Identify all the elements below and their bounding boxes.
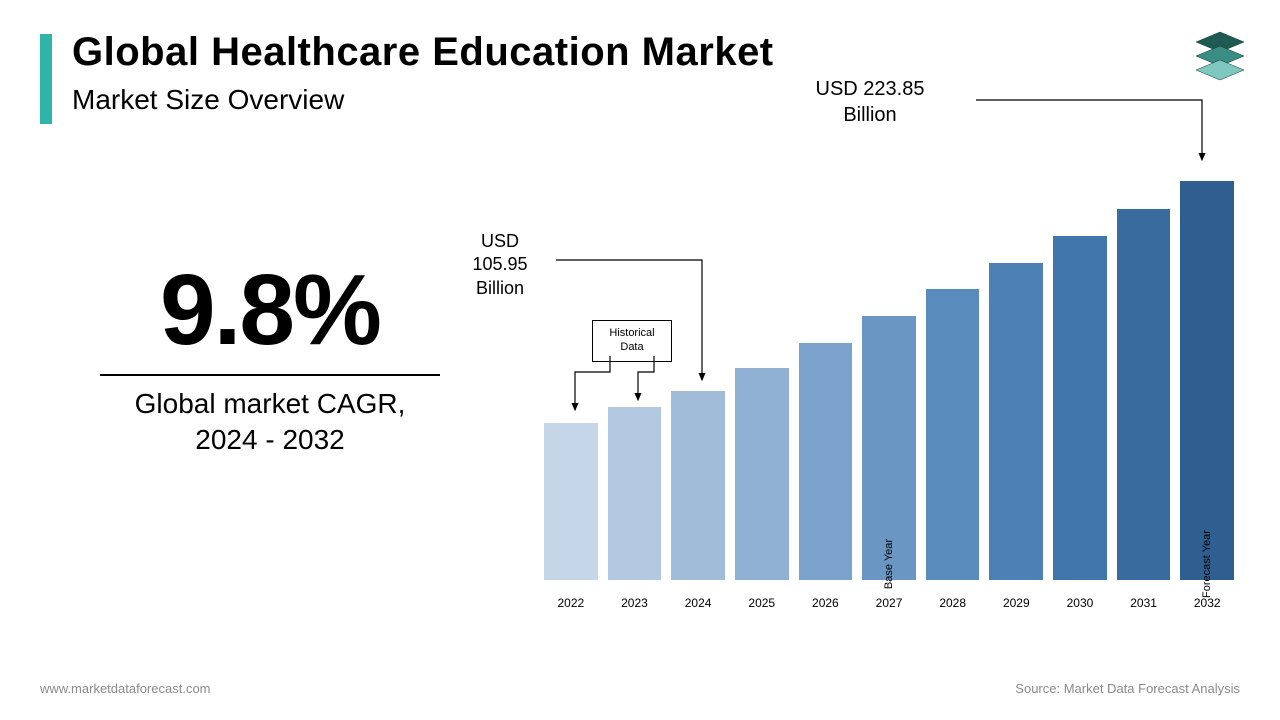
x-axis-label: 2032 (1180, 590, 1234, 610)
bar-wrap (926, 289, 980, 580)
bar-wrap (1053, 236, 1107, 580)
bar-chart: Base YearForecast Year 20222023202420252… (544, 170, 1234, 610)
bar (544, 423, 598, 580)
bar-inline-label: Forecast Year (1201, 530, 1213, 598)
cagr-label-line2: 2024 - 2032 (195, 424, 344, 455)
title-accent-bar (40, 34, 52, 124)
bar-wrap (544, 423, 598, 580)
bar (1053, 236, 1107, 580)
bar-wrap (608, 407, 662, 580)
bar-wrap (735, 368, 789, 580)
footer-website: www.marketdataforecast.com (40, 681, 211, 696)
callout-end-line2: Billion (843, 104, 896, 126)
bar (608, 407, 662, 580)
x-axis-label: 2027 (862, 590, 916, 610)
footer-source: Source: Market Data Forecast Analysis (1015, 681, 1240, 696)
bar: Base Year (862, 316, 916, 580)
x-axis-label: 2024 (671, 590, 725, 610)
x-axis-label: 2030 (1053, 590, 1107, 610)
historical-line2: Data (620, 341, 643, 353)
bar-group: Base Year Forecast Year (544, 170, 1234, 580)
x-axis: 2022 2023 2024 2025 2026 2027 2028 2029 2030 2031… (544, 590, 1234, 610)
bar-wrap (989, 263, 1043, 580)
page: Global Healthcare Education Market Marke… (0, 0, 1280, 720)
x-axis-label: 2031 (1117, 590, 1171, 610)
x-axis-label: 2028 (926, 590, 980, 610)
callout-end-line1: USD 223.85 (816, 78, 925, 100)
x-axis-label: 2025 (735, 590, 789, 610)
bar-wrap (1117, 209, 1171, 580)
x-axis-label: 2022 (544, 590, 598, 610)
x-axis-label: 2029 (989, 590, 1043, 610)
callout-start-line3: Billion (476, 278, 524, 298)
x-axis-label: 2023 (608, 590, 662, 610)
cagr-label-line1: Global market CAGR, (135, 388, 406, 419)
callout-start-line2: 105.95 (472, 254, 527, 274)
historical-line1: Historical (609, 327, 654, 339)
bar (989, 263, 1043, 580)
cagr-block: 9.8% Global market CAGR, 2024 - 2032 (100, 260, 440, 459)
callout-start-value: USD 105.95 Billion (450, 230, 550, 300)
bar-inline-label: Base Year (883, 539, 895, 589)
cagr-divider (100, 374, 440, 376)
x-axis-label: 2026 (799, 590, 853, 610)
bar (1117, 209, 1171, 580)
cagr-value: 9.8% (100, 260, 440, 360)
bar: Forecast Year (1180, 181, 1234, 580)
bar (926, 289, 980, 580)
historical-data-box: Historical Data (592, 320, 672, 362)
bar-wrap (671, 391, 725, 580)
bar (799, 343, 853, 580)
brand-logo-icon (1190, 28, 1250, 98)
bar-wrap: Forecast Year (1180, 181, 1234, 580)
page-title: Global Healthcare Education Market (72, 30, 774, 75)
bar (735, 368, 789, 580)
page-subtitle: Market Size Overview (72, 84, 344, 116)
bar-wrap: Base Year (862, 316, 916, 580)
callout-end-value: USD 223.85 Billion (770, 76, 970, 128)
bar (671, 391, 725, 580)
callout-start-line1: USD (481, 231, 519, 251)
bar-wrap (799, 343, 853, 580)
cagr-label: Global market CAGR, 2024 - 2032 (100, 386, 440, 459)
